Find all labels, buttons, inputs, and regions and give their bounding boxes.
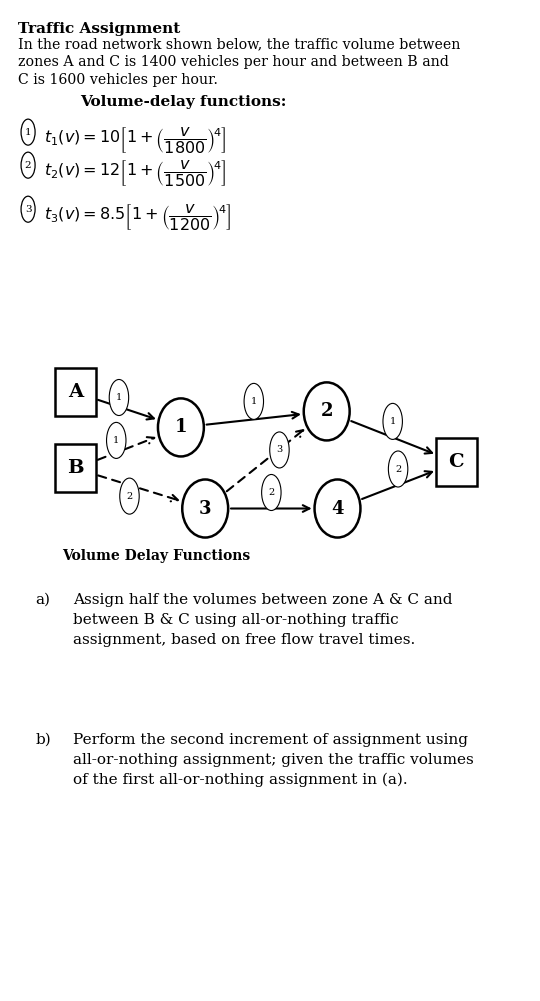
Circle shape (383, 403, 402, 439)
Text: C: C (449, 453, 464, 471)
Text: A: A (68, 383, 83, 401)
Text: 2: 2 (320, 402, 333, 420)
Ellipse shape (158, 398, 204, 456)
Text: 1: 1 (251, 397, 257, 405)
Text: B: B (68, 459, 84, 477)
Text: 1: 1 (116, 393, 122, 402)
Text: $t_3(v) = 8.5\left[1 + \left(\dfrac{v}{1200}\right)^{\!4}\right]$: $t_3(v) = 8.5\left[1 + \left(\dfrac{v}{1… (44, 202, 232, 232)
Text: Traffic Assignment: Traffic Assignment (18, 22, 180, 36)
Text: 1: 1 (25, 128, 31, 136)
Circle shape (388, 451, 408, 487)
FancyBboxPatch shape (436, 438, 476, 486)
Text: 3: 3 (276, 445, 282, 454)
FancyBboxPatch shape (56, 444, 96, 492)
Text: Volume-delay functions:: Volume-delay functions: (80, 95, 286, 109)
Text: 4: 4 (331, 499, 344, 518)
Text: In the road network shown below, the traffic volume between: In the road network shown below, the tra… (18, 37, 460, 51)
FancyBboxPatch shape (56, 368, 96, 416)
Ellipse shape (183, 479, 228, 538)
Circle shape (109, 379, 129, 415)
Text: 2: 2 (25, 161, 31, 169)
Text: $t_2(v) = 12\left[1 + \left(\dfrac{v}{1500}\right)^{\!4}\right]$: $t_2(v) = 12\left[1 + \left(\dfrac{v}{15… (44, 158, 227, 188)
Text: b): b) (35, 733, 51, 747)
Circle shape (270, 432, 289, 468)
Circle shape (244, 383, 264, 419)
Text: 1: 1 (113, 435, 119, 444)
Text: 3: 3 (25, 205, 31, 213)
Circle shape (21, 152, 35, 178)
Circle shape (106, 422, 126, 458)
Text: Perform the second increment of assignment using
all-or-nothing assignment; give: Perform the second increment of assignme… (73, 733, 474, 788)
Circle shape (120, 478, 139, 515)
Text: C is 1600 vehicles per hour.: C is 1600 vehicles per hour. (18, 73, 218, 87)
Text: 1: 1 (389, 416, 396, 425)
Text: 3: 3 (199, 499, 212, 518)
Text: 2: 2 (395, 464, 401, 473)
Circle shape (261, 474, 281, 511)
Text: zones A and C is 1400 vehicles per hour and between B and: zones A and C is 1400 vehicles per hour … (18, 55, 449, 69)
Text: 2: 2 (268, 488, 274, 496)
Circle shape (21, 196, 35, 222)
Text: $t_1(v) = 10\left[1 + \left(\dfrac{v}{1800}\right)^{\!4}\right]$: $t_1(v) = 10\left[1 + \left(\dfrac{v}{18… (44, 125, 227, 155)
Text: Assign half the volumes between zone A & C and
between B & C using all-or-nothin: Assign half the volumes between zone A &… (73, 593, 453, 647)
Ellipse shape (314, 479, 361, 538)
Circle shape (21, 119, 35, 145)
Text: a): a) (35, 593, 50, 607)
Text: Volume Delay Functions: Volume Delay Functions (62, 549, 251, 563)
Text: 1: 1 (174, 418, 187, 436)
Ellipse shape (303, 382, 350, 440)
Text: 2: 2 (126, 491, 133, 500)
